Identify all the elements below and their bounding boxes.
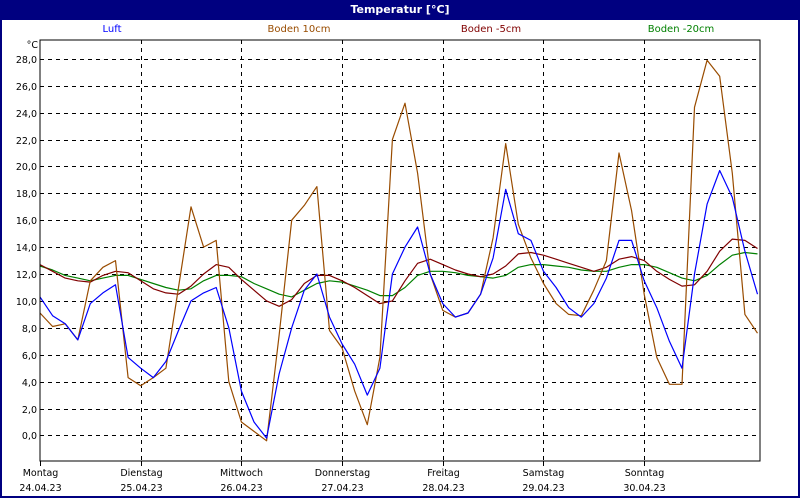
series-line-boden-5cm (39, 238, 758, 307)
y-tick-label: 22,0 (16, 136, 37, 147)
y-tick-label: 28,0 (16, 55, 37, 66)
window-title: Temperatur [°C] (0, 0, 800, 20)
x-tick-date: 30.04.23 (623, 483, 665, 494)
legend-luft: Luft (102, 24, 122, 35)
x-tick-day: Donnerstag (315, 468, 370, 479)
y-tick-label: 16,0 (16, 216, 37, 227)
x-tick-day: Dienstag (120, 468, 162, 479)
legend-boden-20cm: Boden -20cm (647, 24, 715, 35)
y-tick-label: 26,0 (16, 82, 37, 93)
x-tick-date: 28.04.23 (422, 483, 464, 494)
y-tick-label: 18,0 (16, 189, 37, 200)
series-line-boden-10cm (39, 59, 758, 442)
y-tick-label: 12,0 (16, 270, 37, 281)
y-tick-label: 10,0 (16, 297, 37, 308)
x-tick-date: 26.04.23 (220, 483, 262, 494)
x-tick-day: Mittwoch (220, 468, 263, 479)
plot-area-border (39, 39, 761, 462)
y-tick-label: 6,0 (22, 351, 37, 362)
x-tick-date: 29.04.23 (522, 483, 564, 494)
y-tick-label: 0,0 (22, 431, 37, 442)
y-tick-label: 2,0 (22, 405, 37, 416)
x-tick-date: 25.04.23 (120, 483, 162, 494)
y-tick-label: 8,0 (22, 324, 37, 335)
y-tick-label: 4,0 (22, 378, 37, 389)
series-line-luft (39, 169, 759, 439)
x-tick-day: Montag (23, 468, 59, 479)
y-axis-unit: °C (27, 40, 39, 51)
y-tick-label: 24,0 (16, 109, 37, 120)
legend-boden-10cm: Boden 10cm (267, 24, 331, 35)
x-tick-day: Sonntag (625, 468, 664, 479)
x-tick-date: 27.04.23 (321, 483, 363, 494)
x-tick-date: 24.04.23 (19, 483, 61, 494)
x-tick-day: Freitag (427, 468, 460, 479)
y-tick-label: 14,0 (16, 243, 37, 254)
y-tick-label: 20,0 (16, 162, 37, 173)
x-tick-day: Samstag (523, 468, 565, 479)
legend-boden-5cm: Boden -5cm (460, 24, 522, 35)
